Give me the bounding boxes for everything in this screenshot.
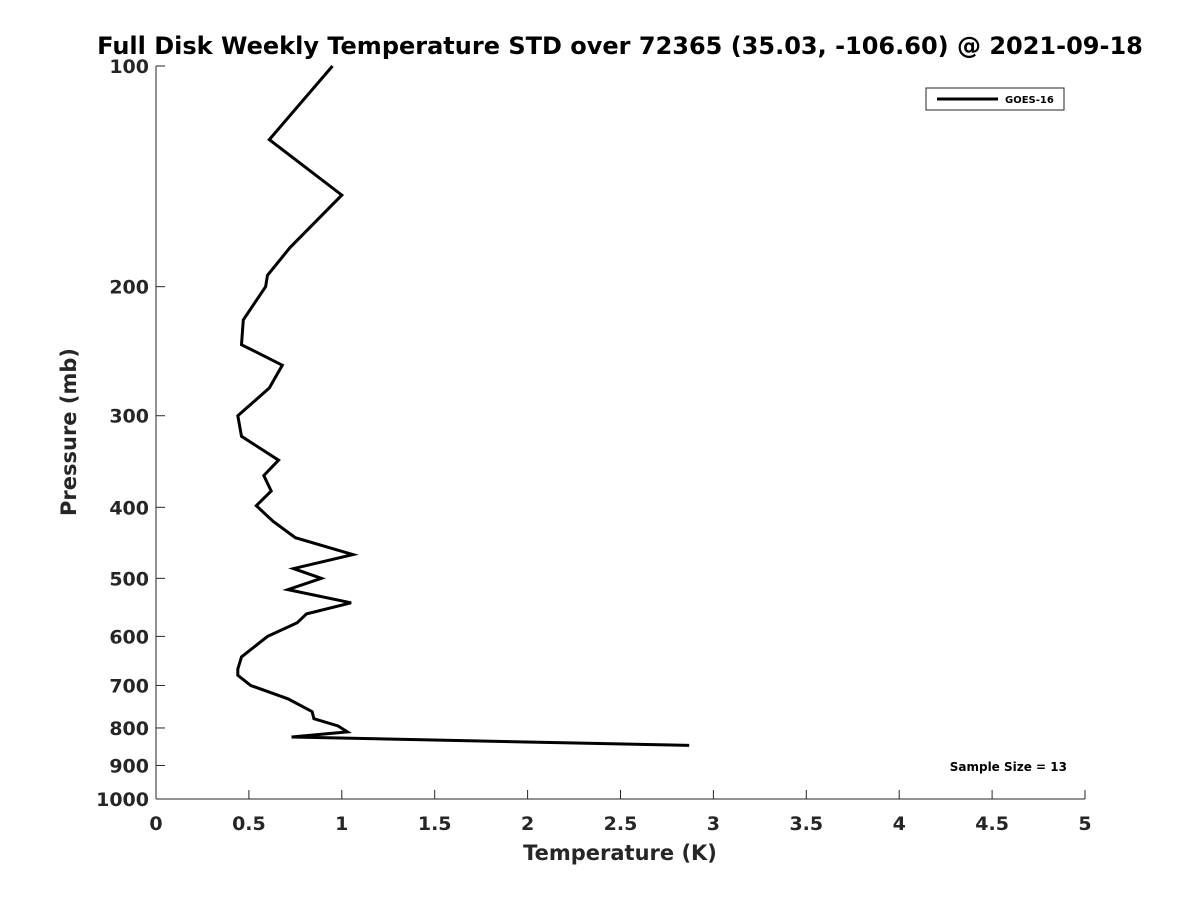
y-tick-label: 500 bbox=[109, 568, 149, 590]
y-tick-label: 700 bbox=[109, 675, 149, 697]
y-tick-label: 200 bbox=[109, 277, 149, 299]
x-tick-label: 0 bbox=[149, 813, 162, 835]
y-tick-label: 600 bbox=[109, 626, 149, 648]
legend: GOES-16 bbox=[925, 87, 1065, 111]
x-tick-label: 3.5 bbox=[789, 813, 823, 835]
y-tick-label: 900 bbox=[109, 755, 149, 777]
x-tick-label: 0.5 bbox=[232, 813, 266, 835]
y-tick-label: 1000 bbox=[96, 789, 149, 811]
series-group bbox=[236, 65, 690, 747]
x-tick-label: 4 bbox=[893, 813, 906, 835]
chart-title: Full Disk Weekly Temperature STD over 72… bbox=[97, 32, 1143, 60]
series-line-goes-16 bbox=[236, 65, 690, 747]
sample-size-annotation: Sample Size = 13 bbox=[950, 760, 1067, 774]
y-tick-label: 300 bbox=[109, 406, 149, 428]
x-tick-label: 2 bbox=[521, 813, 534, 835]
x-tick-label: 1 bbox=[335, 813, 348, 835]
x-tick-label: 5 bbox=[1078, 813, 1091, 835]
y-axis: 100 200 300 400 500 600 700 800 900 1000 bbox=[96, 56, 165, 811]
x-tick-label: 2.5 bbox=[604, 813, 638, 835]
plot-axes bbox=[155, 66, 1085, 800]
x-axis-label: Temperature (K) bbox=[523, 841, 717, 865]
x-tick-label: 3 bbox=[707, 813, 720, 835]
x-axis: 0 0.5 1 1.5 2 2.5 3 3.5 4 4.5 5 bbox=[149, 790, 1092, 835]
y-tick-label: 100 bbox=[109, 56, 149, 78]
legend-label: GOES-16 bbox=[1005, 95, 1054, 106]
y-tick-label: 800 bbox=[109, 718, 149, 740]
y-axis-label: Pressure (mb) bbox=[57, 348, 81, 516]
x-tick-label: 4.5 bbox=[975, 813, 1009, 835]
y-tick-label: 400 bbox=[109, 497, 149, 519]
x-tick-label: 1.5 bbox=[418, 813, 452, 835]
